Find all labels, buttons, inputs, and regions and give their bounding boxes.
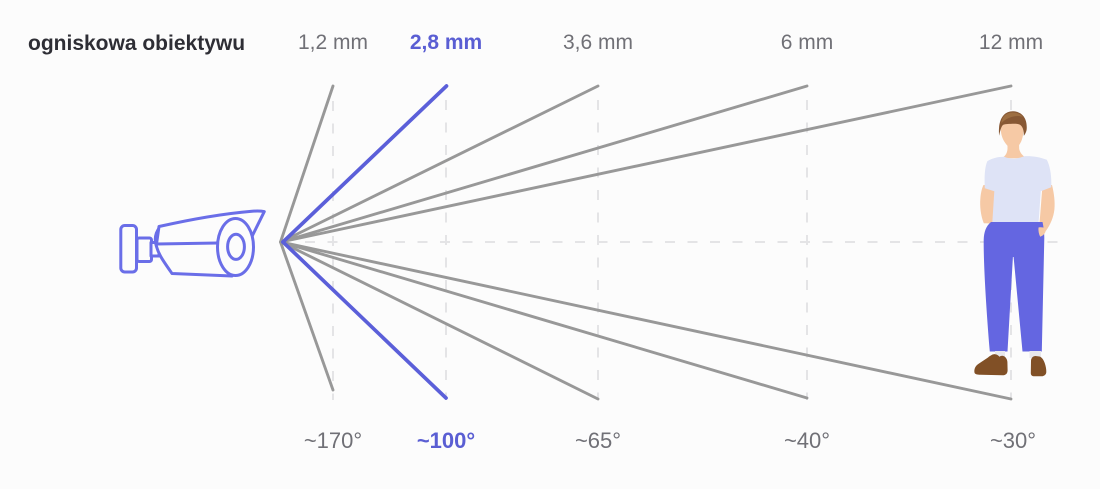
svg-text:2,8 mm: 2,8 mm <box>410 31 482 54</box>
svg-text:12 mm: 12 mm <box>979 31 1043 54</box>
svg-text:ogniskowa obiektywu: ogniskowa obiektywu <box>28 32 245 55</box>
svg-text:1,2 mm: 1,2 mm <box>298 31 368 54</box>
svg-text:~170°: ~170° <box>304 428 362 453</box>
svg-text:~40°: ~40° <box>784 428 830 453</box>
svg-text:~65°: ~65° <box>575 428 621 453</box>
svg-text:~30°: ~30° <box>990 428 1036 453</box>
svg-text:~100°: ~100° <box>417 428 475 453</box>
svg-text:3,6 mm: 3,6 mm <box>563 31 633 54</box>
svg-text:6 mm: 6 mm <box>781 31 834 54</box>
